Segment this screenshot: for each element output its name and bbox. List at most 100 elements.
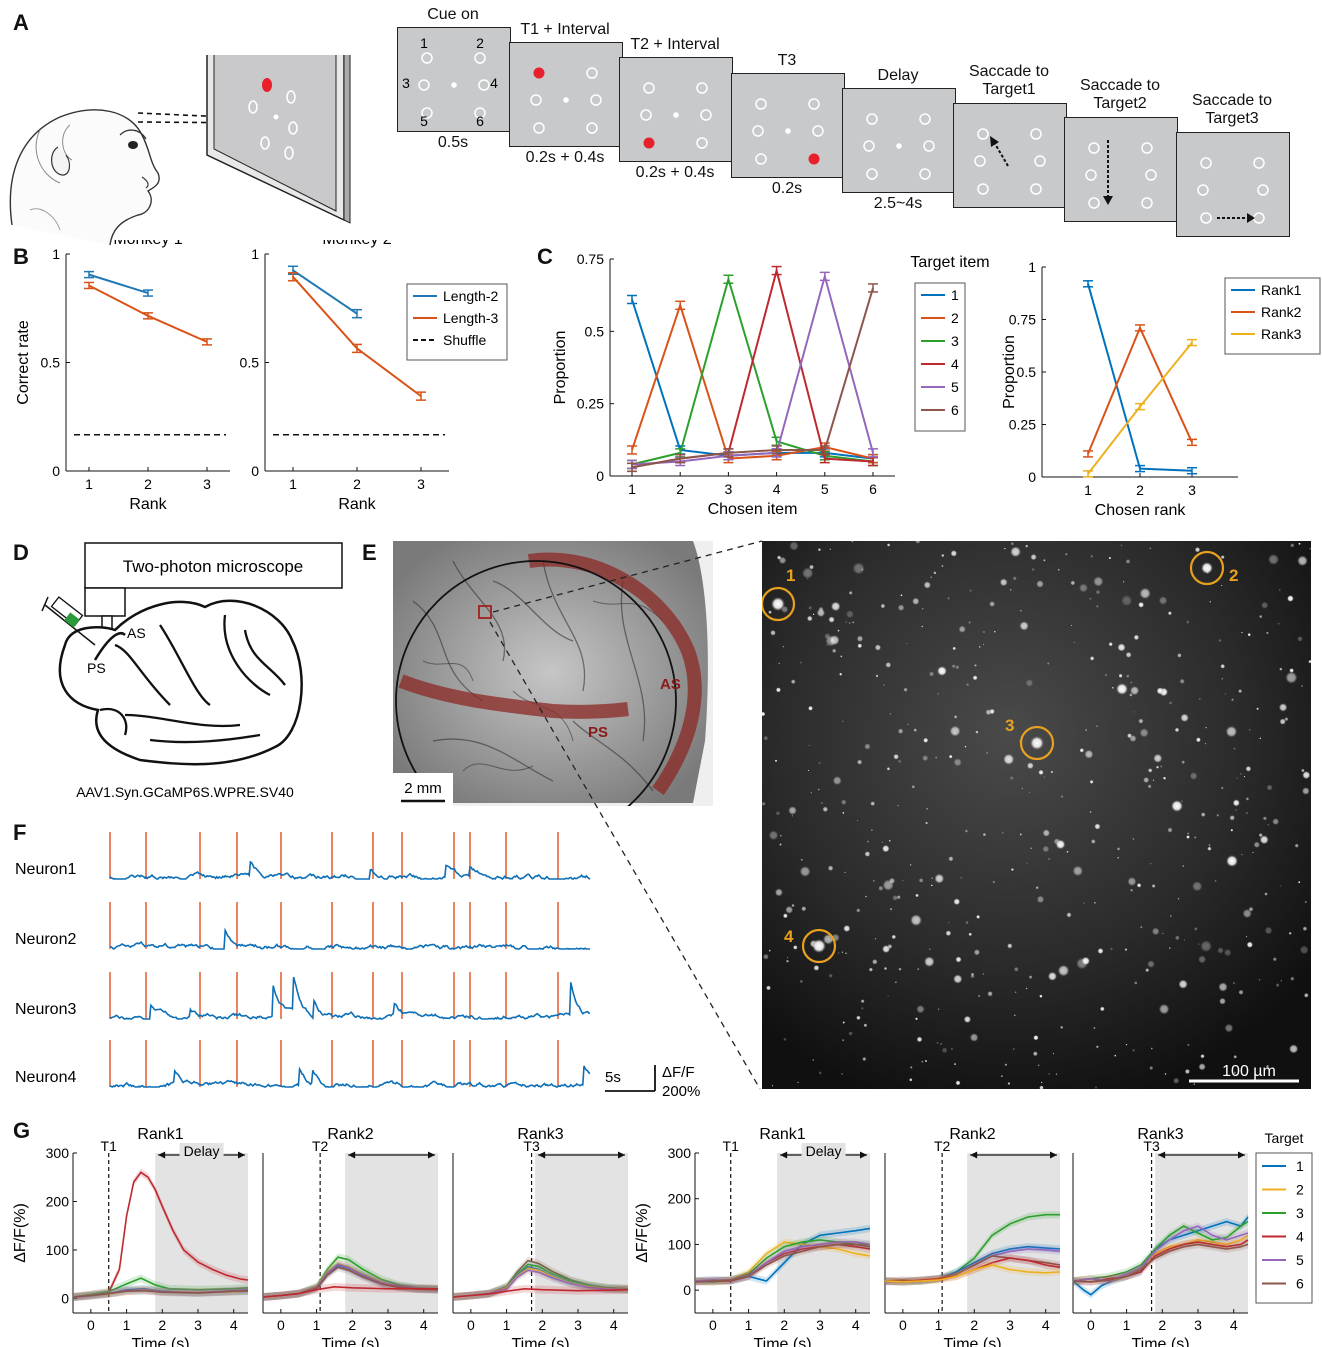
sem-band bbox=[263, 1282, 438, 1301]
x-tick-label: 2 bbox=[353, 476, 361, 492]
cell bbox=[1055, 839, 1066, 850]
cell bbox=[1272, 957, 1277, 962]
cell bbox=[936, 1041, 939, 1044]
cell bbox=[1220, 786, 1224, 790]
cell bbox=[1242, 908, 1252, 919]
cell bbox=[1262, 816, 1267, 821]
cell bbox=[947, 596, 951, 600]
cell bbox=[775, 687, 781, 693]
target-dot bbox=[700, 109, 712, 121]
cell bbox=[825, 635, 837, 647]
cell bbox=[1117, 856, 1120, 859]
y-tick-label: 0 bbox=[1028, 469, 1036, 485]
x-tick-label: 0 bbox=[467, 1317, 475, 1333]
bright-cell bbox=[1226, 855, 1238, 867]
cell bbox=[1129, 734, 1137, 743]
cell bbox=[939, 1042, 943, 1046]
cell bbox=[953, 898, 961, 906]
cell bbox=[1266, 1064, 1270, 1068]
series-line bbox=[292, 276, 422, 397]
cell bbox=[1198, 943, 1200, 945]
cell bbox=[1161, 932, 1164, 935]
cell bbox=[976, 914, 981, 919]
target-dot bbox=[643, 82, 655, 94]
cell bbox=[770, 629, 776, 636]
x-tick-label: 3 bbox=[1194, 1317, 1202, 1333]
bright-cell bbox=[1030, 736, 1044, 750]
cell bbox=[1300, 684, 1304, 688]
bright-cell bbox=[812, 939, 826, 953]
cell bbox=[1036, 895, 1045, 904]
cell bbox=[1096, 1045, 1099, 1049]
arrow-head bbox=[158, 1151, 166, 1159]
cell bbox=[1032, 1051, 1038, 1057]
cell bbox=[1134, 981, 1138, 985]
target-dot bbox=[590, 94, 602, 106]
cell bbox=[1216, 813, 1220, 817]
x-tick-label: 3 bbox=[203, 476, 211, 492]
cell bbox=[1189, 772, 1198, 780]
cell bbox=[1133, 634, 1140, 641]
target-dot bbox=[977, 128, 989, 140]
cell bbox=[989, 601, 996, 607]
legend-box bbox=[914, 282, 966, 432]
x-axis-label: Time (s) bbox=[753, 1336, 811, 1347]
fixation-point bbox=[451, 82, 457, 88]
legend-label: Shuffle bbox=[443, 332, 487, 348]
cell bbox=[945, 930, 952, 937]
cell bbox=[817, 788, 820, 791]
chart-monkey1: 0 0.5 1 1 2 3 Monkey 1 Rank Correct rate bbox=[15, 240, 230, 513]
stage-title: T2 + Interval bbox=[630, 36, 720, 53]
screen-stimuli bbox=[863, 113, 935, 180]
panel-letter-b: B bbox=[13, 244, 29, 269]
sem-band bbox=[885, 1261, 1060, 1286]
um-scale-label: 100 µm bbox=[1222, 1063, 1276, 1080]
target-dot bbox=[1253, 157, 1265, 169]
cell bbox=[1180, 713, 1189, 723]
cell bbox=[1186, 620, 1190, 624]
cell bbox=[1089, 656, 1095, 661]
cell bbox=[1277, 622, 1280, 625]
cell bbox=[1125, 559, 1131, 564]
cell bbox=[982, 832, 987, 837]
cell bbox=[1122, 581, 1125, 583]
legend-label: 2 bbox=[1296, 1182, 1304, 1198]
cell bbox=[1143, 776, 1150, 784]
arrow-head bbox=[1103, 196, 1113, 205]
cell bbox=[941, 553, 945, 558]
cell bbox=[840, 1072, 844, 1076]
series-line bbox=[88, 273, 149, 295]
fluorescence-field: 1 2 3 4 100 µm bbox=[762, 541, 1311, 1089]
cell bbox=[953, 715, 958, 719]
cell bbox=[969, 589, 973, 593]
cell bbox=[878, 885, 884, 891]
cell bbox=[1129, 681, 1133, 684]
cell bbox=[1259, 614, 1263, 619]
legend-label: 5 bbox=[1296, 1252, 1304, 1268]
cell bbox=[987, 991, 993, 997]
cell bbox=[799, 979, 804, 984]
cell bbox=[982, 630, 986, 634]
stage-duration: 2.5~4s bbox=[873, 195, 923, 212]
target-dot bbox=[1034, 155, 1046, 167]
x-tick-label: 1 bbox=[85, 476, 93, 492]
cell bbox=[862, 1056, 867, 1062]
stage-duration: 0.2s bbox=[771, 180, 803, 197]
cell bbox=[926, 807, 928, 810]
cell bbox=[1168, 701, 1173, 705]
delay-label: Delay bbox=[184, 1143, 220, 1159]
cell bbox=[1193, 836, 1197, 839]
cell bbox=[1224, 693, 1227, 695]
cell bbox=[1245, 812, 1248, 815]
cell bbox=[1236, 777, 1238, 779]
cell bbox=[955, 956, 962, 963]
cell bbox=[1233, 747, 1236, 750]
panel-letter-f: F bbox=[13, 820, 27, 845]
neuron-2-label: 2 bbox=[1229, 566, 1238, 585]
chart-title: Monkey 1 bbox=[113, 240, 182, 248]
stage-duration: 0.2s + 0.4s bbox=[635, 164, 715, 181]
cell bbox=[845, 952, 847, 955]
cell bbox=[1252, 851, 1254, 854]
neuron-3-marker bbox=[1019, 725, 1055, 761]
cell bbox=[900, 594, 903, 597]
